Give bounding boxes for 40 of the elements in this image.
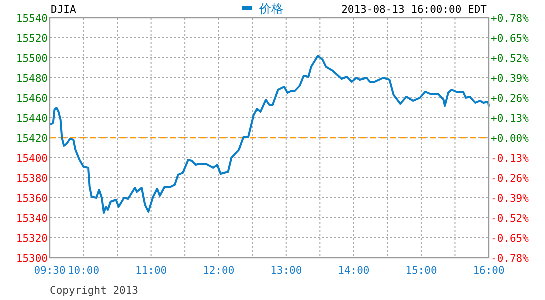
y2-tick-label: -0.78%	[491, 253, 530, 265]
x-tick-label: 14:00	[338, 265, 370, 277]
x-tick-label: 10:00	[68, 265, 100, 277]
text: Copyright 2013	[50, 285, 139, 297]
legend-label: 价格	[258, 2, 284, 16]
y-tick-label: 15300	[16, 253, 48, 265]
y2-tick-label: -0.26%	[491, 173, 530, 185]
y-tick-label: 15400	[16, 153, 48, 165]
y-tick-label: 15460	[16, 93, 48, 105]
y-tick-label: 15380	[16, 173, 48, 185]
x-tick-label: 16:00	[473, 265, 505, 277]
y2-tick-label: -0.39%	[491, 193, 530, 205]
y2-tick-label: +0.39%	[491, 73, 530, 85]
y-tick-label: 15540	[16, 13, 48, 25]
chart-subtitle: 2013-08-13 16:00:00 EDT	[342, 4, 488, 16]
y-tick-label: 15320	[16, 233, 48, 245]
x-tick-label: 11:00	[136, 265, 168, 277]
legend: 价格	[242, 2, 284, 16]
chart-title: DJIA	[51, 4, 77, 16]
x-tick-label: 09:30	[34, 265, 66, 277]
y2-tick-label: +0.13%	[491, 113, 530, 125]
y2-tick-label: +0.78%	[491, 13, 530, 25]
y-tick-label: 15420	[16, 133, 48, 145]
y2-tick-label: -0.52%	[491, 213, 530, 225]
x-tick-label: 13:00	[270, 265, 302, 277]
y-tick-label: 15440	[16, 113, 48, 125]
y2-tick-label: -0.65%	[491, 233, 530, 245]
y-tick-label: 15360	[16, 193, 48, 205]
y2-tick-label: +0.26%	[491, 93, 530, 105]
y-tick-label: 15500	[16, 53, 48, 65]
y2-tick-label: -0.13%	[491, 153, 530, 165]
y2-tick-label: +0.65%	[491, 33, 530, 45]
x-tick-label: 15:00	[406, 265, 438, 277]
y-tick-label: 15340	[16, 213, 48, 225]
y-tick-label: 15520	[16, 33, 48, 45]
line-series	[49, 55, 490, 214]
y-tick-label: 15480	[16, 73, 48, 85]
y2-tick-label: +0.00%	[491, 133, 530, 145]
y2-tick-label: +0.52%	[491, 53, 530, 65]
x-tick-label: 12:00	[203, 265, 235, 277]
